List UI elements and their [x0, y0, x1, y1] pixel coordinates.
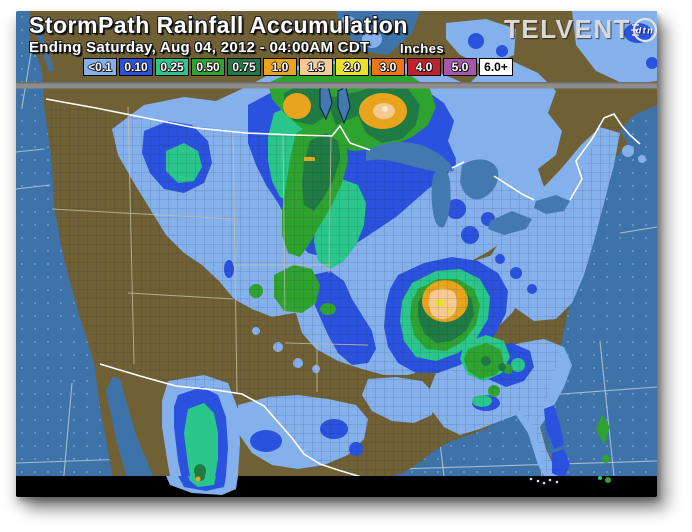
legend-item-2.0: 2.0 [335, 58, 369, 76]
dtn-badge-label: dtn [636, 25, 655, 35]
national-borders [45, 98, 641, 481]
valid-time-label: Ending Saturday, Aug 04, 2012 - 04:00AM … [29, 39, 370, 56]
dtn-badge-icon: dtn [631, 17, 657, 42]
rainfall-legend: <0.1 0.10 0.25 0.50 0.75 1.0 1.5 2.0 3.0 4.0 5.0 6.… [83, 58, 513, 76]
legend-item-5.0: 5.0 [443, 58, 477, 76]
legend-item-<0.1: <0.1 [83, 58, 117, 76]
divider-bar [16, 82, 657, 89]
brand-name: TELVENT [504, 14, 632, 44]
legend-item-6.0+: 6.0+ [479, 58, 513, 76]
lakes-layer [319, 84, 570, 235]
brand-logo: TELVENT dtn [504, 14, 657, 45]
legend-item-0.10: 0.10 [119, 58, 153, 76]
gulf-of-california [106, 377, 164, 497]
units-label: Inches [400, 41, 445, 56]
rainfall-map [16, 11, 657, 497]
legend-item-0.25: 0.25 [155, 58, 189, 76]
legend-item-0.75: 0.75 [227, 58, 261, 76]
bottom-strip [16, 473, 657, 497]
weather-map-panel: StormPath Rainfall Accumulation Ending S… [16, 11, 657, 497]
legend-item-4.0: 4.0 [407, 58, 441, 76]
legend-item-3.0: 3.0 [371, 58, 405, 76]
legend-item-0.50: 0.50 [191, 58, 225, 76]
page-title: StormPath Rainfall Accumulation [29, 12, 408, 38]
state-borders [51, 106, 369, 395]
legend-item-1.0: 1.0 [263, 58, 297, 76]
legend-item-1.5: 1.5 [299, 58, 333, 76]
